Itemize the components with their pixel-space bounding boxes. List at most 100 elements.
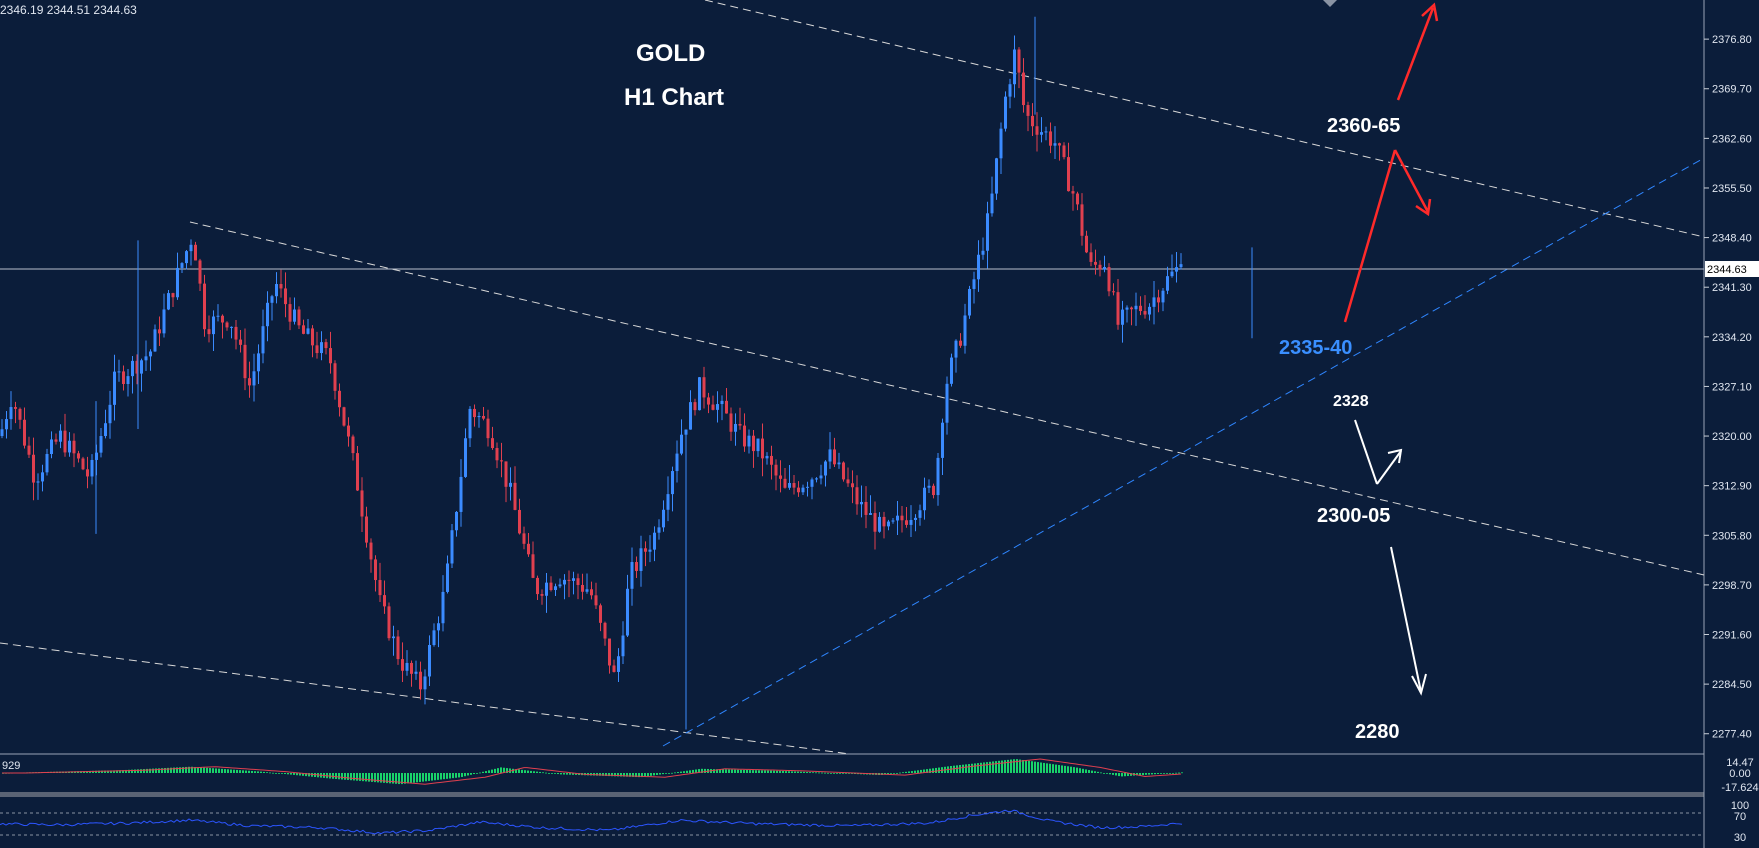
candle-body	[563, 579, 566, 585]
macd-histogram-bar	[797, 771, 799, 773]
candle-body	[50, 439, 53, 455]
macd-histogram-bar	[413, 773, 415, 783]
candle-body	[608, 638, 611, 666]
candle-body	[446, 563, 449, 592]
macd-histogram-bar	[527, 770, 529, 773]
macd-histogram-bar	[1097, 771, 1099, 773]
macd-histogram-bar	[293, 773, 295, 775]
macd-histogram-bar	[1148, 773, 1150, 775]
macd-histogram-bar	[1157, 773, 1159, 774]
candle-body	[356, 453, 359, 491]
bearish-scenario-arrows	[1354, 419, 1427, 696]
candle-body	[369, 542, 373, 560]
candle-body	[1139, 305, 1142, 312]
macd-histogram-bar	[284, 773, 286, 774]
price-tick-label: 2334.20	[1712, 332, 1752, 344]
candle-body	[257, 353, 260, 372]
macd-histogram-bar	[602, 773, 604, 776]
macd-histogram-bar	[407, 773, 409, 784]
macd-histogram-bar	[1088, 770, 1090, 773]
macd-tick-low: -17.624	[1721, 782, 1758, 794]
scroll-marker-icon[interactable]	[1323, 0, 1337, 7]
candle-body	[158, 329, 161, 334]
macd-histogram-bar	[470, 773, 472, 775]
candle-body	[936, 457, 940, 496]
macd-tick-zero: 0.00	[1729, 768, 1750, 780]
macd-histogram-bar	[287, 773, 289, 775]
candle-body	[1152, 297, 1156, 307]
macd-histogram-bar	[344, 773, 346, 780]
candle-body	[513, 482, 517, 510]
candle-body	[194, 244, 197, 261]
macd-histogram-bar	[440, 773, 442, 780]
macd-histogram-bar	[104, 770, 106, 773]
candle-body	[428, 645, 431, 677]
macd-histogram-bar	[782, 770, 784, 773]
candle-body	[900, 515, 904, 521]
candle-body	[540, 594, 544, 596]
price-tick-label: 2320.00	[1712, 431, 1752, 443]
candle-body	[905, 520, 908, 525]
macd-histogram-bar	[290, 773, 292, 775]
macd-histogram-bar	[251, 770, 253, 773]
candle-body	[1026, 105, 1030, 116]
candle-body	[752, 435, 755, 452]
macd-histogram-bar	[728, 769, 730, 773]
candle-body	[126, 376, 130, 384]
candle-body	[1130, 307, 1133, 310]
macd-histogram-bar	[647, 773, 649, 777]
macd-histogram-bar	[254, 771, 256, 773]
macd-histogram-bar	[569, 773, 571, 775]
macd-histogram-bar	[455, 773, 457, 778]
candle-body	[1179, 264, 1183, 268]
candle-body	[1067, 157, 1070, 192]
trendline-blue-support[interactable]	[662, 157, 1705, 747]
macd-histogram-bar	[605, 773, 607, 776]
macd-histogram-bar	[140, 769, 142, 773]
candle-body	[36, 481, 40, 483]
macd-histogram-bar	[155, 768, 157, 773]
candle-body	[729, 413, 733, 432]
macd-histogram-bar	[614, 773, 616, 777]
macd-histogram-bar	[746, 770, 748, 773]
macd-histogram-bar	[764, 770, 766, 773]
candle-body	[1053, 143, 1057, 146]
candle-body	[918, 510, 922, 518]
candle-body	[797, 487, 800, 493]
candle-body	[216, 315, 220, 317]
macd-histogram-bar	[698, 769, 700, 773]
candle-body	[230, 326, 233, 328]
price-tick-label: 2376.80	[1712, 34, 1752, 46]
candle-body	[675, 453, 679, 472]
candle-body	[684, 429, 688, 435]
macd-histogram-bar	[425, 773, 427, 782]
candle-body	[401, 659, 404, 671]
macd-histogram-bar	[770, 770, 772, 773]
candle-body	[23, 419, 26, 446]
candle-body	[383, 595, 386, 607]
candle-body	[108, 404, 112, 424]
macd-histogram-bar	[1178, 772, 1180, 774]
macd-histogram-bar	[734, 769, 736, 773]
candle-body	[153, 329, 157, 352]
macd-histogram-bar	[887, 773, 889, 775]
candle-body	[1049, 131, 1052, 146]
macd-histogram-bar	[800, 771, 802, 773]
macd-histogram-bar	[158, 768, 160, 773]
macd-histogram-bar	[998, 760, 1000, 773]
candle-body	[1170, 271, 1174, 277]
candle-body	[756, 438, 760, 452]
candle-body	[833, 449, 836, 465]
macd-histogram-bar	[524, 770, 526, 773]
macd-histogram-bar	[173, 767, 175, 773]
candle-body	[468, 408, 472, 439]
macd-histogram-bar	[1022, 759, 1024, 773]
level-2300-label: 2300-05	[1317, 505, 1390, 527]
macd-histogram-bar	[377, 773, 379, 783]
candle-body	[635, 562, 638, 571]
trendline-upper[interactable]	[704, 0, 1705, 238]
pane-separator-rsi[interactable]	[0, 792, 1704, 797]
candle-body	[500, 460, 503, 462]
red-arrow-up-leg	[1343, 149, 1397, 323]
